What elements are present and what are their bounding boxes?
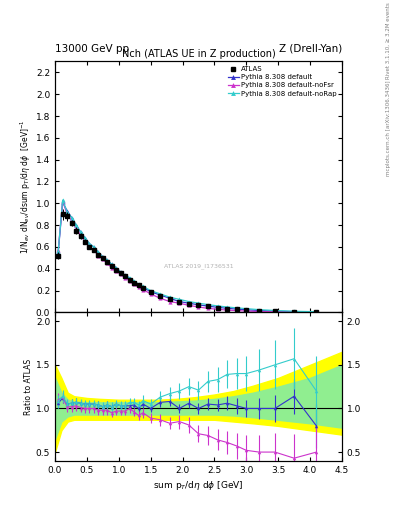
Text: ATLAS 2019_I1736531: ATLAS 2019_I1736531 [163,263,233,269]
Text: Z (Drell-Yan): Z (Drell-Yan) [279,44,342,54]
Text: 13000 GeV pp: 13000 GeV pp [55,44,129,54]
Text: Rivet 3.1.10, ≥ 3.2M events: Rivet 3.1.10, ≥ 3.2M events [386,3,391,79]
Y-axis label: 1/N$_{ev}$ dN$_{ev}$/dsum p$_T$/d$\eta$ d$\phi$  [GeV]$^{-1}$: 1/N$_{ev}$ dN$_{ev}$/dsum p$_T$/d$\eta$ … [18,120,33,254]
Y-axis label: Ratio to ATLAS: Ratio to ATLAS [24,358,33,415]
Text: mcplots.cern.ch [arXiv:1306.3436]: mcplots.cern.ch [arXiv:1306.3436] [386,80,391,176]
Title: Nch (ATLAS UE in Z production): Nch (ATLAS UE in Z production) [121,49,275,59]
X-axis label: sum p$_T$/d$\eta$ d$\phi$ [GeV]: sum p$_T$/d$\eta$ d$\phi$ [GeV] [153,479,244,492]
Legend: ATLAS, Pythia 8.308 default, Pythia 8.308 default-noFsr, Pythia 8.308 default-no: ATLAS, Pythia 8.308 default, Pythia 8.30… [227,65,338,98]
